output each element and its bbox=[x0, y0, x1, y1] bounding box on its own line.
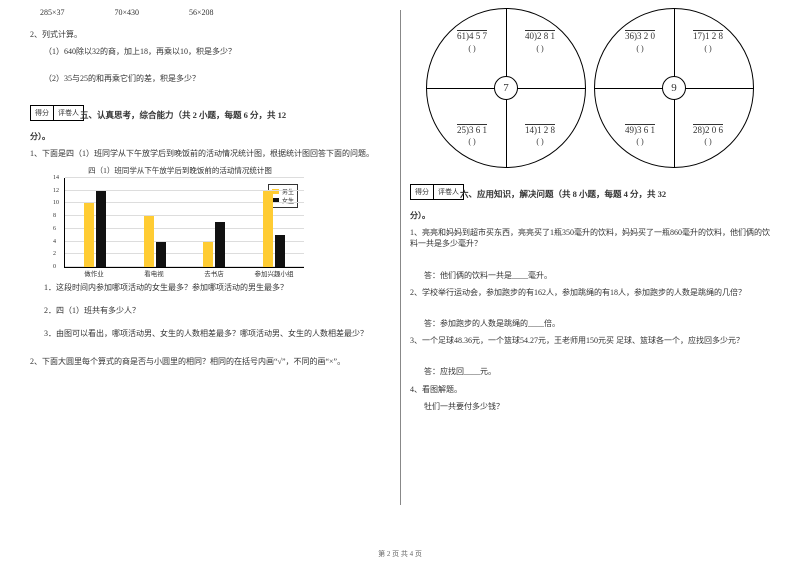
circle-2: 9 36)3 2 0( ) 17)1 2 8( ) 49)3 6 1( ) 28… bbox=[594, 8, 754, 168]
s5-q1: 1、下面是四（1）班同学从下午放学后到晚饭前的活动情况统计图，根据统计图回答下面… bbox=[30, 148, 390, 159]
circles: 7 61)4 5 7( ) 40)2 8 1( ) 25)3 6 1( ) 14… bbox=[410, 8, 770, 168]
r-q4: 4、看图解题。 bbox=[410, 384, 770, 395]
c1-q3: 25)3 6 1( ) bbox=[437, 125, 507, 147]
r-a1: 答：他们俩的饮料一共是____毫升。 bbox=[410, 270, 770, 281]
expr-2: 70×430 bbox=[115, 8, 140, 17]
r-q1: 1、亮亮和妈妈到超市买东西，亮亮买了1瓶350毫升的饮料，妈妈买了一瓶860毫升… bbox=[410, 227, 770, 249]
chart-xlabels: 做作业看电视去书店参加兴趣小组 bbox=[64, 268, 304, 278]
c2-center: 9 bbox=[662, 76, 686, 100]
s5-q2: 2、下面大圆里每个算式的商是否与小圆里的相同？相同的在括号内画“√”，不同的画“… bbox=[30, 356, 390, 367]
c1-q4: 14)1 2 8( ) bbox=[505, 125, 575, 147]
bar-chart: 四（1）班同学从下午放学后到晚饭前的活动情况统计图 男生 女生 02468101… bbox=[50, 165, 310, 278]
expr-1: 285×37 bbox=[40, 8, 65, 17]
c2-q1: 36)3 2 0( ) bbox=[605, 31, 675, 53]
r-q2: 2、学校举行运动会，参加跑步的有162人，参加跳绳的有18人，参加跑步的人数是跳… bbox=[410, 287, 770, 298]
grader-label: 评卷人 bbox=[54, 106, 83, 120]
score-box: 得分 评卷人 bbox=[30, 105, 84, 121]
section5-header: 得分 评卷人 五、认真思考，综合能力（共 2 小题，每题 6 分，共 12 bbox=[30, 99, 390, 121]
chart-area: 男生 女生 02468101214 bbox=[64, 178, 304, 268]
q2-sub2: （2）35与25的和再乘它们的差，积是多少？ bbox=[30, 73, 390, 84]
c2-q3: 49)3 6 1( ) bbox=[605, 125, 675, 147]
top-expressions: 285×37 70×430 56×208 bbox=[30, 8, 390, 17]
q2-sub1: （1）640除以32的商，加上18，再乘以10，积是多少？ bbox=[30, 46, 390, 57]
r-a3: 答：应找回____元。 bbox=[410, 366, 770, 377]
c1-q1: 61)4 5 7( ) bbox=[437, 31, 507, 53]
c2-q4: 28)2 0 6( ) bbox=[673, 125, 743, 147]
r-q3: 3、一个足球48.36元，一个篮球54.27元，王老师用150元买 足球、篮球各… bbox=[410, 335, 770, 346]
grader-label-6: 评卷人 bbox=[434, 185, 463, 199]
s5-q1-3: 3．由图可以看出，哪项活动男、女生的人数相差最多？哪项活动男、女生的人数相差最少… bbox=[30, 328, 390, 339]
section6-tail: 分）。 bbox=[410, 210, 770, 221]
s5-q1-1: 1．这段时间内参加哪项活动的女生最多？参加哪项活动的男生最多？ bbox=[30, 282, 390, 293]
page-footer: 第 2 页 共 4 页 bbox=[0, 549, 800, 559]
page: 285×37 70×430 56×208 2、列式计算。 （1）640除以32的… bbox=[0, 0, 800, 540]
chart-title: 四（1）班同学从下午放学后到晚饭前的活动情况统计图 bbox=[50, 165, 310, 176]
circle-1: 7 61)4 5 7( ) 40)2 8 1( ) 25)3 6 1( ) 14… bbox=[426, 8, 586, 168]
section5-title: 五、认真思考，综合能力（共 2 小题，每题 6 分，共 12 bbox=[80, 109, 390, 121]
score-box-6: 得分 评卷人 bbox=[410, 184, 464, 200]
r-a2: 答：参加跑步的人数是跳绳的____倍。 bbox=[410, 318, 770, 329]
c1-center: 7 bbox=[494, 76, 518, 100]
score-label: 得分 bbox=[31, 106, 54, 120]
s5-q1-2: 2．四（1）班共有多少人？ bbox=[30, 305, 390, 316]
right-column: 7 61)4 5 7( ) 40)2 8 1( ) 25)3 6 1( ) 14… bbox=[400, 8, 780, 540]
c2-q2: 17)1 2 8( ) bbox=[673, 31, 743, 53]
section6-header: 得分 评卷人 六、应用知识，解决问题（共 8 小题，每题 4 分，共 32 bbox=[410, 178, 770, 200]
section6-title: 六、应用知识，解决问题（共 8 小题，每题 4 分，共 32 bbox=[460, 188, 770, 200]
section5-tail: 分）。 bbox=[30, 131, 390, 142]
q2-title: 2、列式计算。 bbox=[30, 29, 390, 40]
left-column: 285×37 70×430 56×208 2、列式计算。 （1）640除以32的… bbox=[20, 8, 400, 540]
score-label-6: 得分 bbox=[411, 185, 434, 199]
r-q4b: 牡们一共要付多少钱？ bbox=[410, 401, 770, 412]
c1-q2: 40)2 8 1( ) bbox=[505, 31, 575, 53]
expr-3: 56×208 bbox=[189, 8, 214, 17]
